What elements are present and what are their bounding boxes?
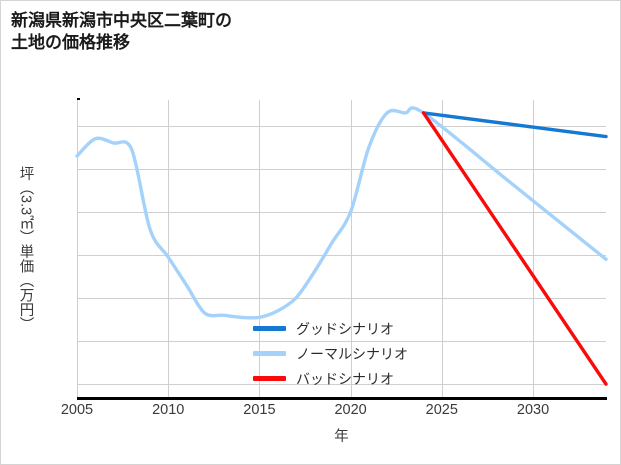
gridline-horizontal (77, 298, 606, 299)
gridline-horizontal (77, 125, 606, 127)
gridline-vertical (441, 100, 443, 397)
gridline-horizontal (77, 384, 606, 386)
x-tick-label: 2030 (516, 402, 550, 418)
legend-swatch-icon (253, 376, 286, 381)
gridline-vertical (259, 100, 261, 397)
gridline-horizontal (77, 211, 606, 213)
legend-item[interactable]: ノーマルシナリオ (253, 341, 408, 366)
y-axis-label-text: 坪（3.3㎡）単価（万円） (17, 165, 34, 332)
series-line (421, 111, 608, 386)
x-tick-label: 2010 (152, 402, 185, 418)
series-line (75, 106, 608, 320)
y-axis-label: 坪（3.3㎡）単価（万円） (15, 100, 37, 397)
legend-label: バッドシナリオ (296, 370, 394, 387)
legend-label: グッドシナリオ (296, 320, 394, 337)
legend-item[interactable]: グッドシナリオ (253, 316, 408, 341)
gridline-horizontal (77, 254, 606, 256)
x-tick-label: 2015 (243, 402, 276, 418)
plot-area: 26272829303132 200520102015202020252030 … (61, 100, 608, 445)
gridline-vertical (533, 100, 535, 397)
page-title: 新潟県新潟市中央区二葉町の 土地の価格推移 (11, 11, 232, 53)
gridline-horizontal (77, 341, 606, 343)
x-tick-label: 2005 (60, 402, 94, 418)
series-lines (75, 106, 608, 386)
x-tick-label: 2020 (334, 402, 367, 418)
legend-label: ノーマルシナリオ (296, 345, 408, 362)
x-axis-line (77, 397, 607, 400)
gridline-vertical (168, 100, 170, 397)
gridline-horizontal (77, 168, 606, 170)
legend-swatch-icon (253, 326, 286, 331)
series-line (421, 111, 608, 139)
plot-background (77, 100, 606, 397)
x-axis-label: 年 (334, 429, 349, 445)
legend-item[interactable]: バッドシナリオ (253, 366, 408, 391)
legend-swatch-icon (253, 351, 286, 356)
gridline-vertical (77, 100, 78, 397)
gridline-vertical (350, 100, 352, 397)
x-tick-label: 2025 (425, 402, 458, 418)
chart-legend: グッドシナリオ ノーマルシナリオ バッドシナリオ (253, 316, 408, 391)
